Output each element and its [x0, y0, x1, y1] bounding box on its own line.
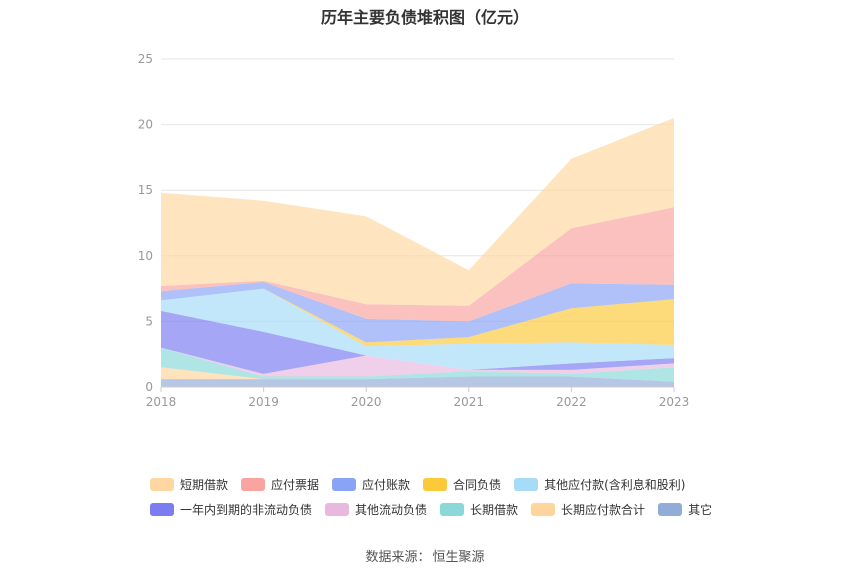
legend-item[interactable]: 应付票据	[241, 476, 319, 493]
legend-row: 短期借款 应付票据 应付账款 合同负债 其他应付款(含利息和股利)	[150, 472, 770, 497]
legend-swatch	[150, 478, 174, 491]
legend-swatch	[332, 478, 357, 491]
area-应付账款	[161, 282, 674, 343]
area-series-layer	[161, 118, 674, 387]
legend-item[interactable]: 短期借款	[150, 476, 228, 493]
legend-item[interactable]: 合同负债	[423, 476, 501, 493]
x-tick-label: 2019	[248, 395, 279, 409]
data-source: 数据来源： 恒生聚源	[0, 546, 850, 565]
x-tick-label: 2022	[556, 395, 587, 409]
legend-row: 一年内到期的非流动负债 其他流动负债 长期借款 长期应付款合计 其它	[150, 497, 770, 522]
y-tick-label: 5	[145, 314, 153, 328]
legend-item[interactable]: 长期借款	[440, 501, 518, 518]
legend-label: 长期应付款合计	[561, 503, 646, 517]
source-label: 数据来源：	[365, 550, 431, 565]
x-tick-label: 2023	[659, 395, 690, 409]
legend-label: 其他应付款(含利息和股利)	[544, 478, 686, 492]
source-value: 恒生聚源	[432, 550, 485, 565]
legend-label: 短期借款	[180, 478, 229, 492]
y-tick-label: 25	[138, 52, 153, 66]
legend: 短期借款 应付票据 应付账款 合同负债 其他应付款(含利息和股利) 一年内到期的非流动负债…	[150, 472, 770, 522]
area-长期借款	[161, 347, 674, 382]
legend-item[interactable]: 其他应付款(含利息和股利)	[514, 476, 685, 493]
area-短期借款	[161, 118, 674, 306]
legend-swatch	[440, 503, 465, 516]
legend-label: 一年内到期的非流动负债	[180, 503, 313, 517]
area-其他应付款(含利息和股利)	[161, 288, 674, 370]
legend-swatch	[658, 503, 683, 516]
y-tick-label: 0	[145, 380, 153, 394]
area-其他流动负债	[161, 347, 674, 377]
legend-swatch	[325, 503, 350, 516]
legend-label: 应付账款	[362, 478, 411, 492]
area-其它	[161, 376, 674, 387]
y-tick-label: 15	[138, 183, 153, 197]
x-tick-label: 2020	[351, 395, 382, 409]
area-合同负债	[161, 288, 674, 347]
axes: 0 5 10 15 20 25 2018 2019 2020 2021 2022 2023	[138, 52, 690, 409]
area-一年内到期的非流动负债	[161, 310, 674, 374]
legend-item[interactable]: 其它	[658, 501, 712, 518]
legend-swatch	[241, 478, 266, 491]
legend-label: 长期借款	[470, 503, 519, 517]
legend-item[interactable]: 长期应付款合计	[531, 501, 645, 518]
y-tick-label: 10	[138, 249, 153, 263]
legend-label: 其它	[688, 503, 713, 517]
legend-swatch	[514, 478, 539, 491]
legend-swatch	[423, 478, 448, 491]
legend-swatch	[150, 503, 174, 516]
legend-label: 应付票据	[271, 478, 320, 492]
chart-title: 历年主要负债堆积图（亿元）	[320, 8, 529, 27]
x-tick-label: 2021	[454, 395, 485, 409]
legend-swatch	[531, 503, 556, 516]
legend-item[interactable]: 一年内到期的非流动负债	[150, 501, 312, 518]
legend-label: 合同负债	[453, 478, 502, 492]
area-应付票据	[161, 207, 674, 322]
x-tick-label: 2018	[146, 395, 177, 409]
legend-label: 其他流动负债	[355, 503, 428, 517]
y-tick-label: 20	[138, 118, 153, 132]
legend-item[interactable]: 其他流动负债	[325, 501, 427, 518]
legend-item[interactable]: 应付账款	[332, 476, 410, 493]
